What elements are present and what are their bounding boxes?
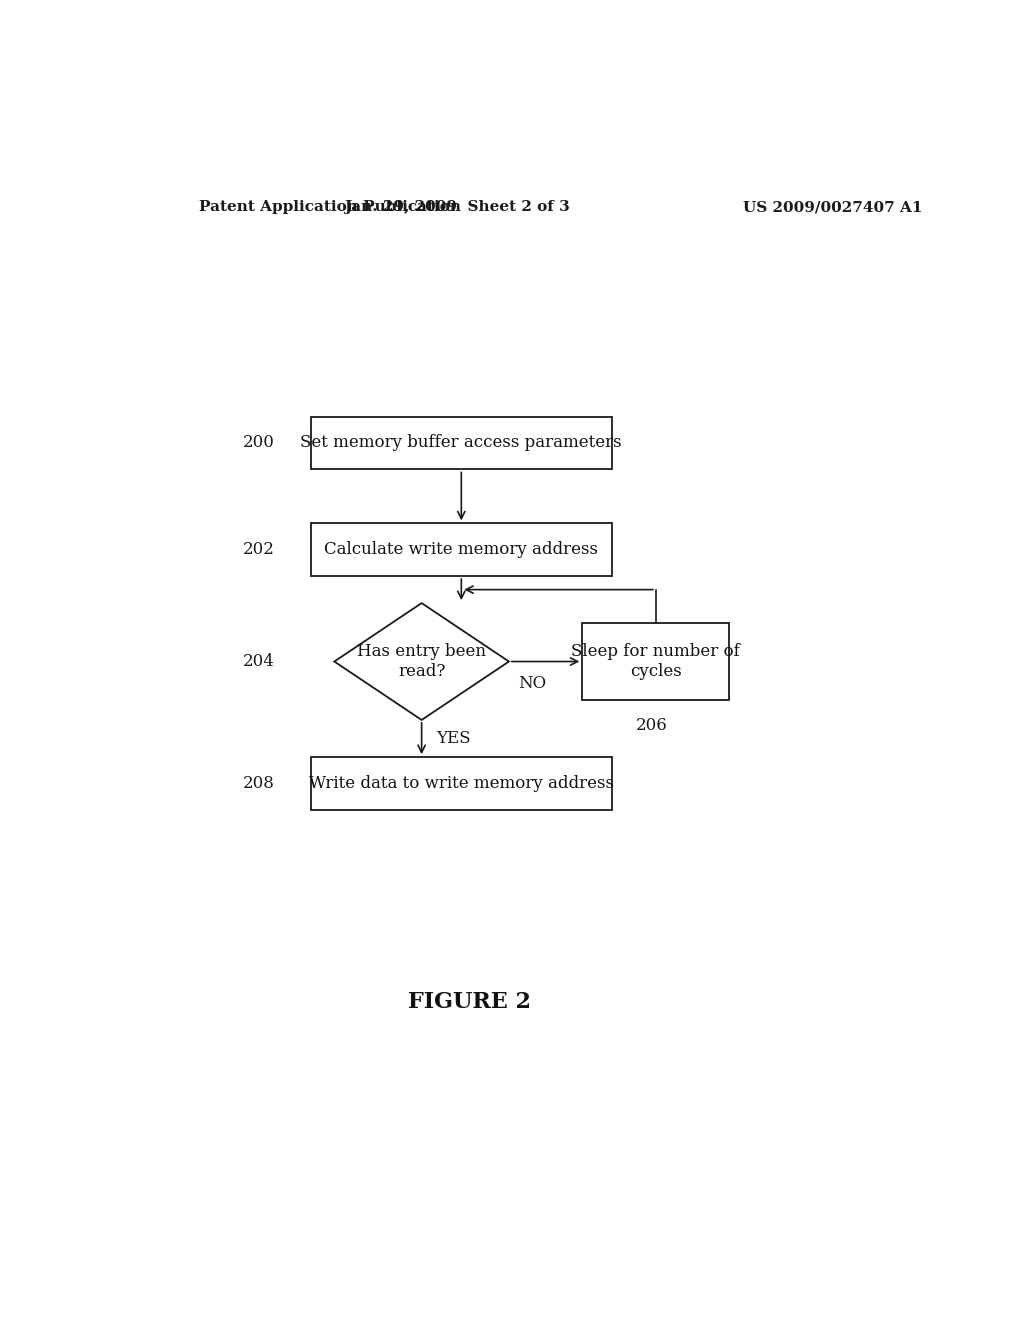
Text: NO: NO xyxy=(518,676,547,693)
Text: 204: 204 xyxy=(243,653,275,671)
Text: FIGURE 2: FIGURE 2 xyxy=(408,991,530,1012)
Text: Patent Application Publication: Patent Application Publication xyxy=(200,201,462,214)
FancyBboxPatch shape xyxy=(310,758,612,810)
Text: 202: 202 xyxy=(243,541,275,558)
FancyBboxPatch shape xyxy=(583,623,729,700)
Text: 206: 206 xyxy=(636,717,668,734)
Text: US 2009/0027407 A1: US 2009/0027407 A1 xyxy=(743,201,923,214)
Polygon shape xyxy=(334,603,509,719)
Text: 208: 208 xyxy=(243,775,275,792)
FancyBboxPatch shape xyxy=(310,523,612,576)
Text: Set memory buffer access parameters: Set memory buffer access parameters xyxy=(300,434,623,451)
Text: Calculate write memory address: Calculate write memory address xyxy=(325,541,598,558)
Text: Has entry been
read?: Has entry been read? xyxy=(357,643,486,680)
FancyBboxPatch shape xyxy=(310,417,612,470)
Text: Write data to write memory address: Write data to write memory address xyxy=(309,775,613,792)
Text: Sleep for number of
cycles: Sleep for number of cycles xyxy=(571,643,740,680)
Text: 200: 200 xyxy=(243,434,275,451)
Text: Jan. 29, 2009  Sheet 2 of 3: Jan. 29, 2009 Sheet 2 of 3 xyxy=(344,201,570,214)
Text: YES: YES xyxy=(436,730,471,747)
